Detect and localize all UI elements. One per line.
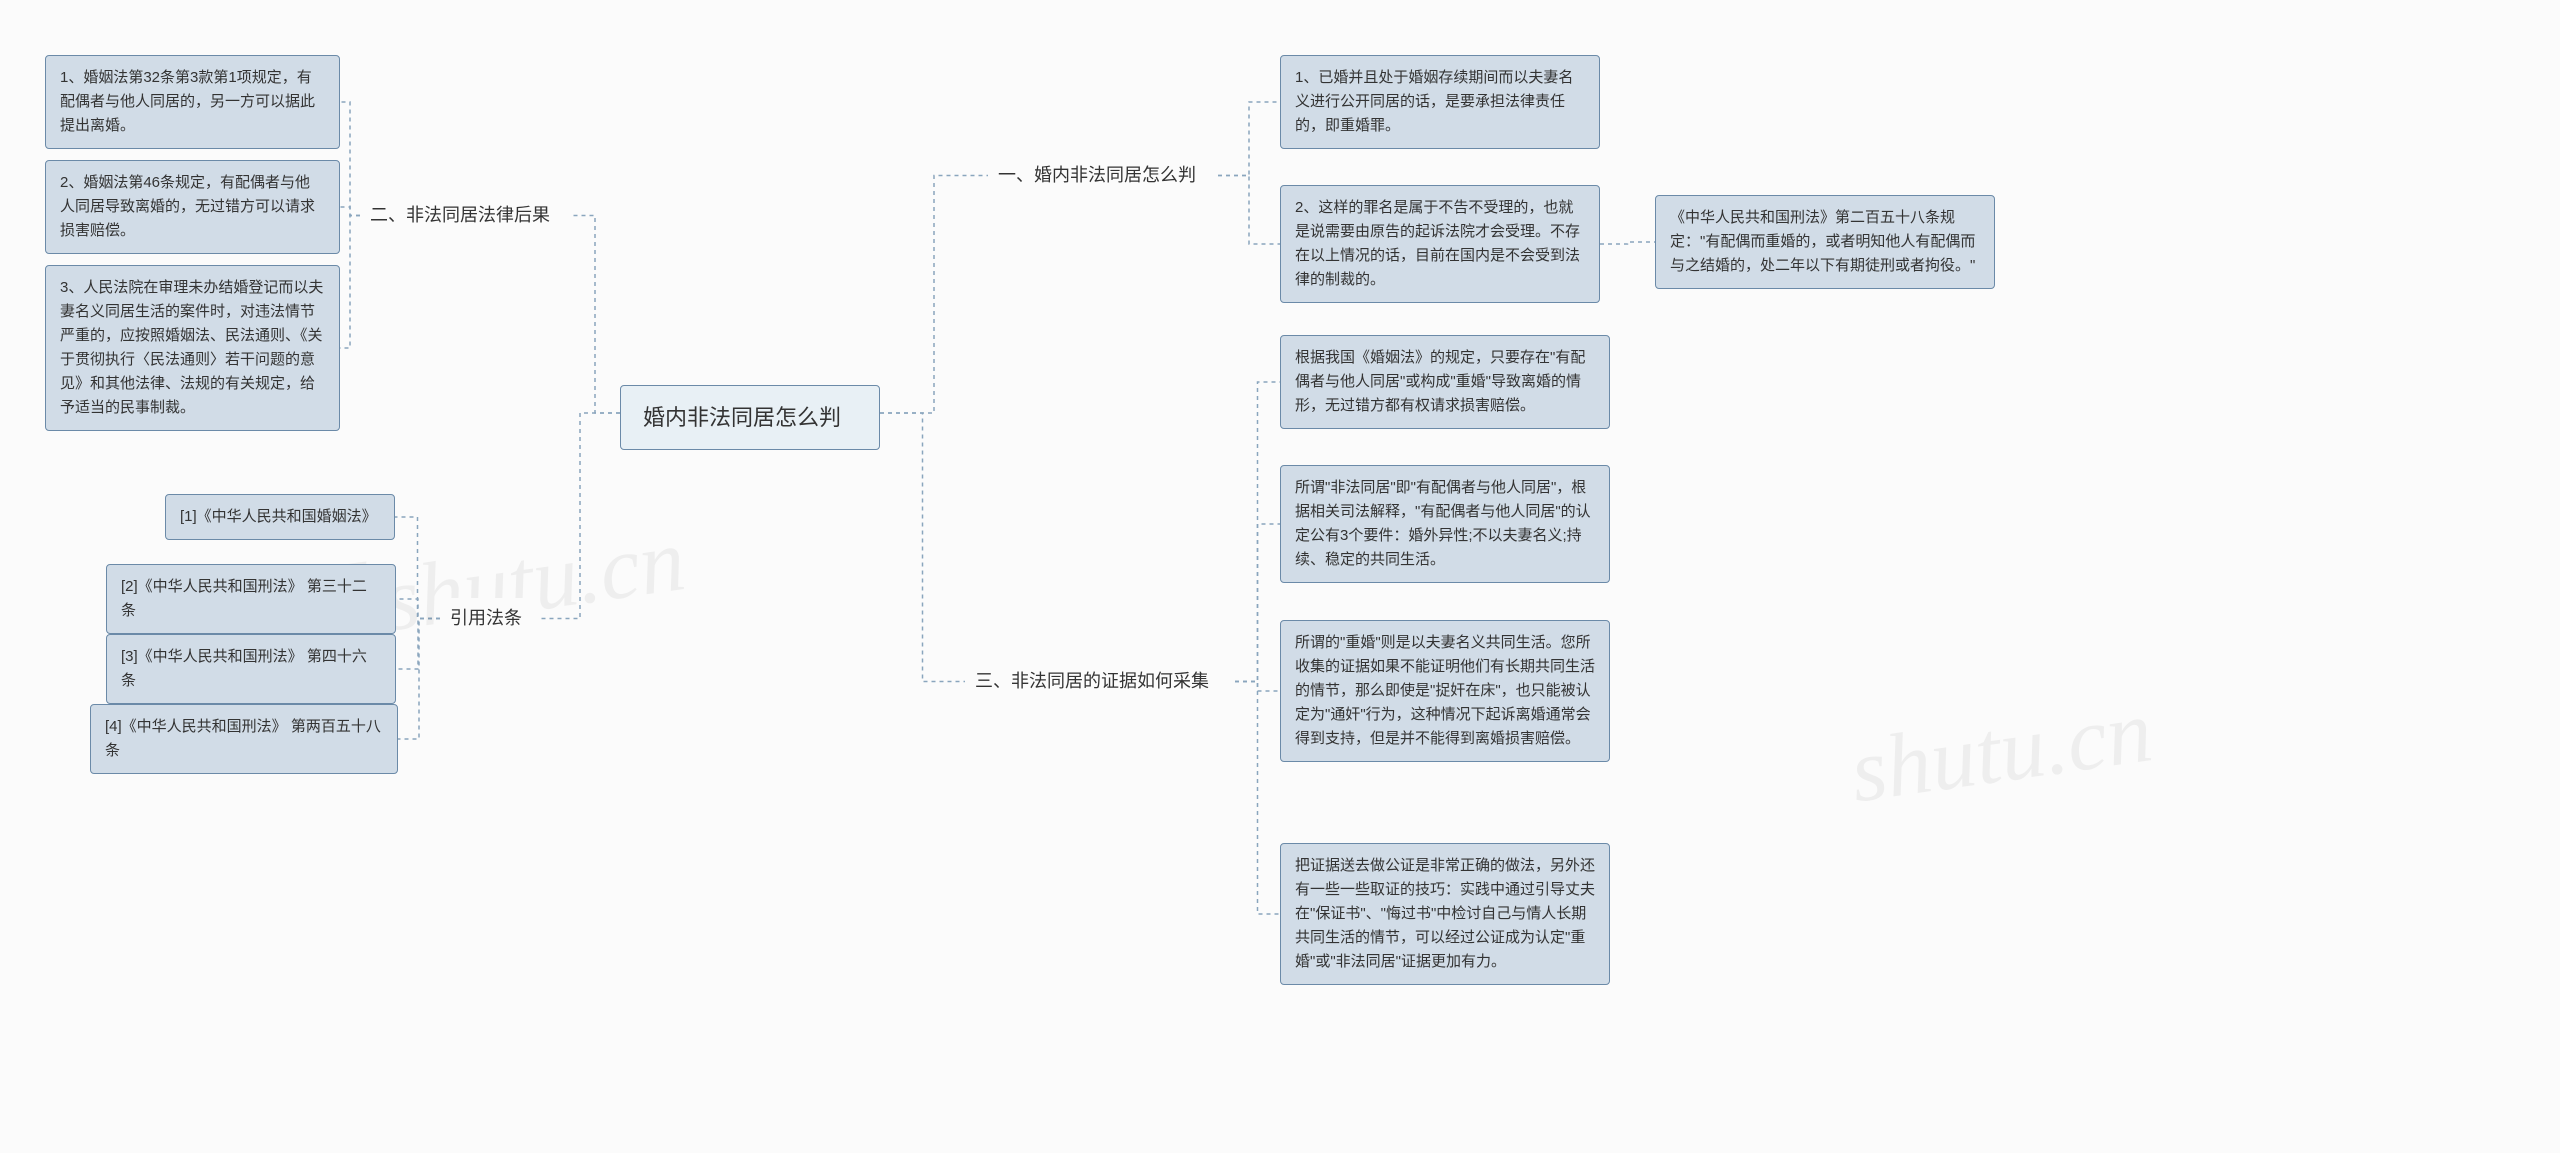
leaf-node[interactable]: [1]《中华人民共和国婚姻法》 (165, 494, 395, 540)
root-node[interactable]: 婚内非法同居怎么判 (620, 385, 880, 450)
leaf-node[interactable]: 根据我国《婚姻法》的规定，只要存在"有配偶者与他人同居"或构成"重婚"导致离婚的… (1280, 335, 1610, 429)
leaf-node[interactable]: 1、已婚并且处于婚姻存续期间而以夫妻名义进行公开同居的话，是要承担法律责任的，即… (1280, 55, 1600, 149)
leaf-node[interactable]: 1、婚姻法第32条第3款第1项规定，有配偶者与他人同居的，另一方可以据此提出离婚… (45, 55, 340, 149)
leaf-node[interactable]: 2、婚姻法第46条规定，有配偶者与他人同居导致离婚的，无过错方可以请求损害赔偿。 (45, 160, 340, 254)
branch-node[interactable]: 一、婚内非法同居怎么判 (988, 155, 1218, 196)
leaf-node[interactable]: 《中华人民共和国刑法》第二百五十八条规定："有配偶而重婚的，或者明知他人有配偶而… (1655, 195, 1995, 289)
leaf-node[interactable]: [3]《中华人民共和国刑法》 第四十六条 (106, 634, 396, 704)
leaf-node[interactable]: 3、人民法院在审理未办结婚登记而以夫妻名义同居生活的案件时，对违法情节严重的，应… (45, 265, 340, 431)
leaf-node[interactable]: 所谓的"重婚"则是以夫妻名义共同生活。您所收集的证据如果不能证明他们有长期共同生… (1280, 620, 1610, 762)
branch-node[interactable]: 三、非法同居的证据如何采集 (965, 661, 1235, 702)
leaf-node[interactable]: 2、这样的罪名是属于不告不受理的，也就是说需要由原告的起诉法院才会受理。不存在以… (1280, 185, 1600, 303)
leaf-node[interactable]: [4]《中华人民共和国刑法》 第两百五十八条 (90, 704, 398, 774)
watermark: shutu.cn (1844, 679, 2158, 823)
leaf-node[interactable]: 把证据送去做公证是非常正确的做法，另外还有一些一些取证的技巧：实践中通过引导丈夫… (1280, 843, 1610, 985)
leaf-node[interactable]: 所谓"非法同居"即"有配偶者与他人同居"，根据相关司法解释，"有配偶者与他人同居… (1280, 465, 1610, 583)
leaf-node[interactable]: [2]《中华人民共和国刑法》 第三十二条 (106, 564, 396, 634)
branch-node[interactable]: 引用法条 (440, 598, 540, 639)
branch-node[interactable]: 二、非法同居法律后果 (360, 195, 570, 236)
